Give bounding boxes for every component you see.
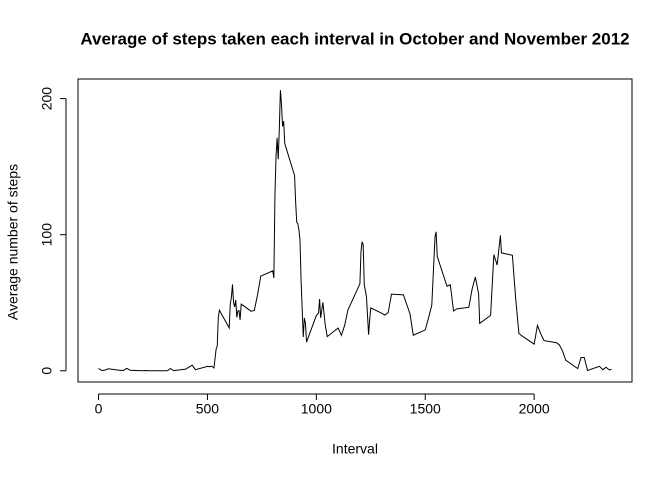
x-tick-label: 2000 <box>519 401 550 417</box>
plot-frame <box>77 78 633 383</box>
x-tick-label: 1500 <box>410 401 441 417</box>
x-tick-label: 500 <box>196 401 220 417</box>
chart-title: Average of steps taken each interval in … <box>80 29 629 48</box>
data-line <box>98 90 612 372</box>
x-tick-label: 1000 <box>301 401 332 417</box>
y-axis-label: Average number of steps <box>5 164 21 320</box>
y-tick-label: 100 <box>39 223 55 247</box>
x-axis-label: Interval <box>332 441 378 457</box>
x-tick-label: 0 <box>95 401 103 417</box>
y-tick-label: 200 <box>39 87 55 111</box>
y-tick-label: 0 <box>39 367 55 375</box>
